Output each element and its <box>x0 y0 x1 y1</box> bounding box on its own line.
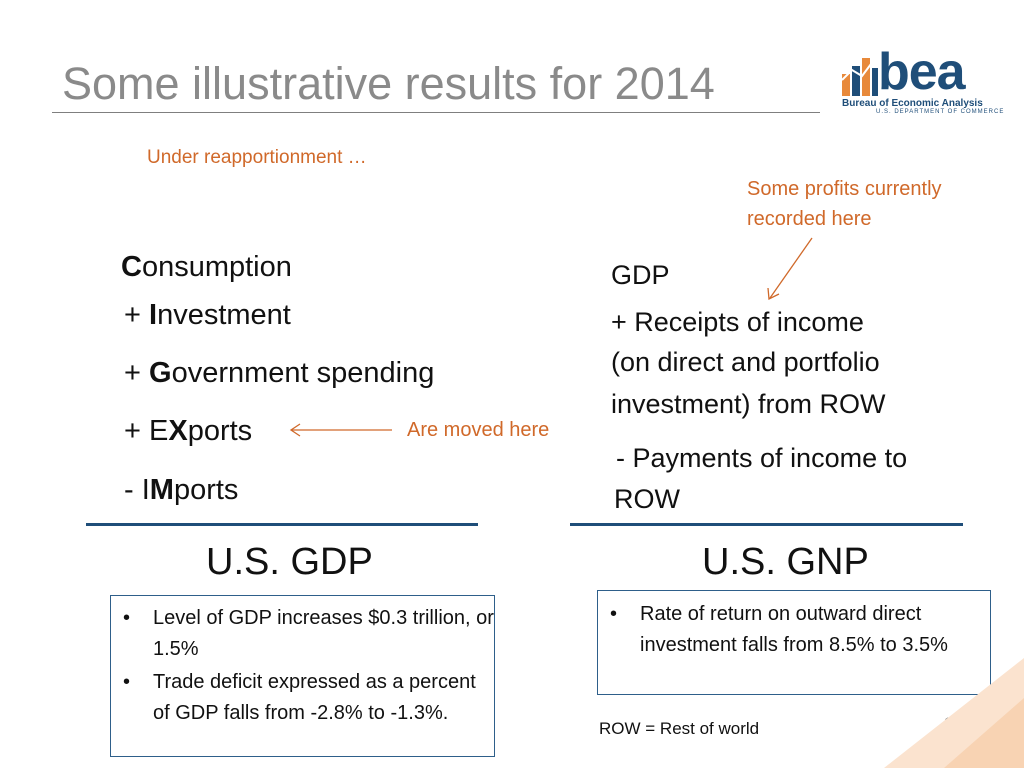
term-payments-line1: - Payments of income to <box>616 443 908 473</box>
note-profits-line2: recorded here <box>747 208 872 230</box>
gnp-label: U.S. GNP <box>702 541 869 583</box>
note-reapportionment: Under reapportionment … <box>147 147 367 168</box>
bullet-dot-icon: • <box>610 603 618 625</box>
gdp-bullet-2: • Trade deficit expressed as a percent of… <box>111 667 494 729</box>
bea-logo-subtitle: Bureau of Economic Analysis <box>842 98 983 109</box>
slide-title: Some illustrative results for 2014 <box>62 58 715 109</box>
title-underline <box>52 112 820 113</box>
bullet-dot-icon: • <box>123 671 131 693</box>
corner-decoration <box>884 658 1024 768</box>
gdp-bullet-1: • Level of GDP increases $0.3 trillion, o… <box>111 603 494 665</box>
term-imports: - IMports <box>124 474 239 506</box>
term-government: + Government spending <box>124 357 435 389</box>
gdp-sum-rule <box>86 523 478 526</box>
gdp-results-box: • Level of GDP increases $0.3 trillion, o… <box>110 595 495 757</box>
term-gdp: GDP <box>611 260 670 290</box>
note-profits-line1: Some profits currently <box>747 178 942 200</box>
gnp-sum-rule <box>570 523 963 526</box>
term-receipts-line2: (on direct and portfolio <box>611 347 880 377</box>
bullet-dot-icon: • <box>123 607 131 629</box>
footnote-row: ROW = Rest of world <box>599 719 760 738</box>
term-payments-line2: ROW <box>614 484 680 514</box>
arrow-to-receipts-icon <box>767 237 813 301</box>
gnp-bullet-1: • Rate of return on outward direct invest… <box>598 599 990 661</box>
bea-logo-department: U.S. DEPARTMENT OF COMMERCE <box>876 109 1005 115</box>
gnp-results-box: • Rate of return on outward direct invest… <box>597 590 991 695</box>
term-receipts-line1: + Receipts of income <box>611 307 864 337</box>
term-receipts-line3: investment) from ROW <box>611 389 886 419</box>
note-moved-here: Are moved here <box>407 419 550 441</box>
bea-logo: bea Bureau of Economic Analysis U.S. DEP… <box>840 44 1003 120</box>
bea-logo-mark-icon <box>841 58 878 96</box>
arrow-to-exports-icon <box>289 423 392 437</box>
gdp-label: U.S. GDP <box>206 541 373 583</box>
term-investment: + Investment <box>124 299 291 331</box>
bea-logo-word: bea <box>878 43 966 101</box>
term-consumption: Consumption <box>121 251 292 283</box>
term-exports: + EXports <box>124 415 253 447</box>
